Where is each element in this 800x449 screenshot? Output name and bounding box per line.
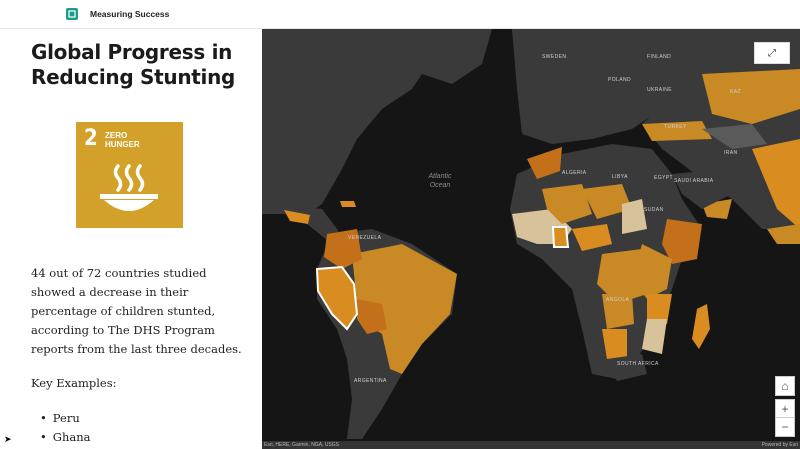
turkey-region	[642, 121, 712, 141]
key-examples-heading: Key Examples:	[31, 376, 117, 390]
niger-region	[582, 184, 632, 219]
europe-landmass	[512, 29, 702, 144]
map-label: SOUTH AFRICA	[617, 361, 659, 367]
ghana-region	[551, 226, 570, 248]
chad-region	[622, 199, 647, 234]
map-label: SAUDI ARABIA	[674, 178, 714, 184]
map-label: IRAN	[724, 150, 738, 156]
story-title: Global Progress in Reducing Stunting	[31, 40, 236, 89]
nigeria-region	[572, 224, 612, 251]
sdg-label: ZERO HUNGER	[105, 131, 165, 149]
map-canvas[interactable]	[262, 29, 800, 449]
ocean-label: Atlantic Ocean	[428, 173, 452, 189]
sdg-label-line2: HUNGER	[105, 140, 140, 149]
south-africa-region	[607, 354, 647, 381]
map-label: FINLAND	[647, 54, 672, 60]
kazakhstan-region	[702, 69, 800, 124]
map-label: ANGOLA	[606, 297, 630, 303]
map-label: SWEDEN	[542, 54, 567, 60]
app-title: Measuring Success	[90, 9, 170, 19]
attribution-text: Esri, HERE, Garmin, NGA, USGS	[264, 442, 340, 448]
home-button[interactable]: ⌂	[775, 376, 795, 396]
zoom-out-button[interactable]: −	[775, 417, 795, 437]
central-asia-region	[702, 124, 767, 149]
peru-region	[315, 265, 359, 331]
south-asia-region	[752, 139, 800, 229]
greenland-landmass	[402, 29, 492, 84]
haiti-region	[340, 201, 356, 207]
ethiopia-region	[662, 219, 702, 264]
sdg-number: 2	[84, 126, 98, 151]
key-example-item[interactable]: Ghana	[40, 430, 91, 449]
drc-region	[597, 249, 647, 304]
mali-region	[542, 184, 592, 224]
mozambique-region	[642, 319, 667, 354]
arabia-landmass	[672, 169, 732, 209]
app-logo-icon	[66, 8, 78, 20]
story-body-text: 44 out of 72 countries studied showed a …	[31, 266, 242, 356]
bolivia-region	[357, 299, 387, 334]
sdg-label-line1: ZERO	[105, 131, 128, 140]
map-label: POLAND	[608, 77, 631, 83]
brazil-region	[352, 244, 457, 374]
guatemala-region	[284, 210, 310, 224]
key-examples-list: Peru Ghana	[40, 411, 91, 449]
angola-region	[602, 294, 634, 329]
map-label: UKRAINE	[647, 87, 673, 93]
indonesia-region	[767, 224, 800, 244]
map-attribution: Esri, HERE, Garmin, NGA, USGS Powered by…	[262, 441, 800, 449]
map-label: VENEZUELA	[348, 235, 382, 241]
map-label: ARGENTINA	[354, 378, 387, 384]
map-label: TURKEY	[664, 124, 687, 130]
story-panel: Global Progress in Reducing Stunting 2 Z…	[0, 29, 262, 449]
north-america-landmass	[262, 29, 432, 214]
zoom-in-button[interactable]: +	[775, 399, 795, 419]
map-label: KAZ	[730, 89, 741, 95]
namibia-region	[602, 329, 627, 359]
morocco-region	[527, 147, 562, 179]
map-label: SUDAN	[644, 207, 664, 213]
map-label: LIBYA	[612, 174, 628, 180]
sdg-goal-card: 2 ZERO HUNGER	[76, 122, 183, 228]
mouse-cursor-icon: ➤	[4, 434, 12, 444]
map-label: EGYPT	[654, 175, 673, 181]
madagascar-region	[692, 304, 710, 349]
key-example-item[interactable]: Peru	[40, 411, 91, 430]
tanzania-region	[647, 294, 672, 324]
map-label: ALGERIA	[562, 170, 587, 176]
world-map[interactable]: VENEZUELA ARGENTINA ALGERIA LIBYA EGYPT …	[262, 29, 800, 449]
powered-by-text[interactable]: Powered by Esri	[761, 442, 798, 448]
colombia-region	[324, 229, 362, 269]
bowl-icon	[100, 164, 158, 211]
top-bar: Measuring Success	[0, 0, 800, 29]
expand-map-button[interactable]: ⤢	[754, 42, 790, 64]
